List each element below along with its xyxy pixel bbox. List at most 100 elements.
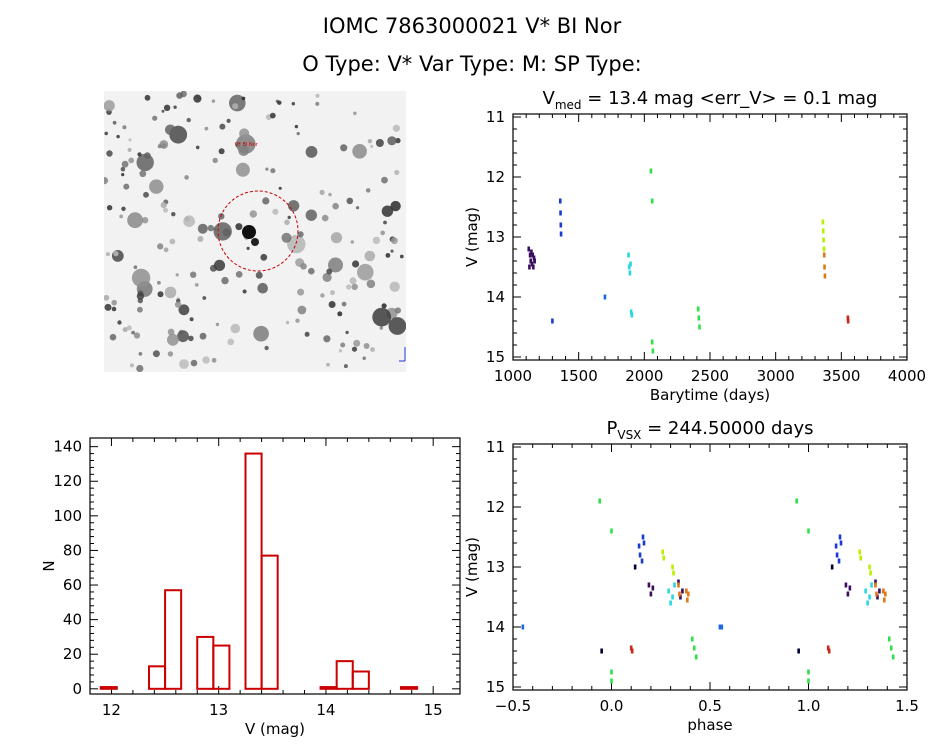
star: [127, 147, 132, 152]
phased-point: [826, 645, 830, 651]
star: [230, 323, 241, 334]
star: [186, 117, 191, 123]
star: [235, 162, 250, 177]
star: [305, 146, 318, 158]
star: [272, 208, 279, 215]
star: [109, 333, 117, 341]
sky-image: V* BI Nor: [104, 91, 406, 372]
phased-point: [864, 588, 867, 594]
star: [121, 173, 125, 177]
phased-point: [889, 645, 893, 651]
lightcurve-xtick-label: 4000: [888, 367, 926, 385]
lightcurve-point: [821, 228, 825, 234]
star: [270, 168, 276, 174]
phased-point: [678, 591, 681, 597]
lightcurve-point: [559, 222, 563, 228]
star: [141, 217, 149, 224]
phased-point: [874, 582, 877, 588]
star: [144, 94, 151, 101]
lightcurve-panel: 1000 1500 2000 2500 3000 3500 4000 11 12 13 14 15 Ba…: [463, 88, 926, 404]
star: [262, 197, 270, 205]
lightcurve-point: [531, 252, 534, 258]
star: [375, 139, 384, 147]
phased-point: [649, 591, 653, 597]
phased-point: [884, 591, 887, 597]
star: [163, 247, 169, 253]
phased-point: [807, 669, 810, 675]
lightcurve-point: [650, 198, 654, 204]
star: [372, 236, 381, 245]
star: [297, 288, 305, 296]
star: [241, 96, 246, 101]
star: [294, 124, 299, 129]
star: [365, 188, 371, 193]
lightcurve-point: [532, 264, 535, 270]
companion-star: [251, 238, 259, 246]
star: [157, 291, 164, 298]
star: [133, 265, 138, 269]
lightcurve-point: [846, 318, 850, 324]
star: [351, 283, 358, 290]
phased-point: [671, 594, 674, 600]
star: [300, 263, 307, 270]
phased-point: [679, 594, 682, 600]
star: [131, 330, 135, 335]
phased-point: [876, 594, 879, 600]
star: [157, 144, 162, 149]
lightcurve-point: [628, 270, 632, 276]
star: [269, 112, 276, 119]
histogram-bar: [319, 686, 338, 690]
star: [390, 249, 394, 253]
chart-title-line1: IOMC 7863000021 V* BI Nor: [322, 14, 622, 38]
star: [163, 207, 168, 213]
histogram-bar: [212, 644, 231, 690]
star: [111, 299, 117, 306]
star: [326, 362, 330, 367]
star: [323, 335, 331, 343]
phased-point: [859, 555, 863, 561]
star: [121, 160, 129, 168]
phased-point: [690, 636, 694, 642]
star: [194, 283, 199, 287]
phased-point: [846, 591, 850, 597]
phased-point: [638, 552, 642, 558]
histogram-ytick-label: 60: [63, 576, 82, 594]
star: [277, 100, 282, 105]
star: [190, 359, 198, 367]
star: [219, 123, 226, 130]
star: [363, 343, 370, 349]
star: [104, 100, 115, 112]
star: [137, 152, 142, 157]
lightcurve-xtick-label: 3000: [757, 367, 795, 385]
phased-ytick-label: 14: [486, 618, 505, 636]
histogram-bar: [400, 686, 419, 690]
lightcurve-point: [528, 252, 532, 258]
histogram-xlabel: V (mag): [245, 720, 305, 738]
star: [238, 145, 249, 156]
star: [352, 144, 367, 159]
phased-point: [718, 624, 722, 630]
star: [337, 311, 343, 317]
star: [176, 92, 183, 99]
lightcurve-ytick-label: 11: [486, 108, 505, 126]
star: [338, 349, 343, 353]
star: [211, 99, 216, 103]
lightcurve-ytick-label: 14: [486, 288, 505, 306]
phased-point: [685, 588, 688, 594]
star: [357, 263, 374, 281]
star: [104, 303, 112, 311]
star: [362, 356, 366, 360]
star: [165, 124, 176, 136]
star: [226, 118, 231, 123]
star: [388, 317, 406, 335]
star: [260, 253, 268, 261]
phased-point: [830, 564, 834, 570]
star: [177, 330, 189, 343]
star: [190, 271, 197, 278]
star: [157, 280, 161, 285]
star: [171, 212, 176, 217]
phased-panel: −0.5 0.0 0.5 1.0 1.5 11 12 13 14 15 phase V (mag) PV…: [463, 418, 919, 734]
phased-ylabel: V (mag): [463, 537, 481, 597]
star: [111, 306, 117, 312]
star: [305, 209, 317, 221]
